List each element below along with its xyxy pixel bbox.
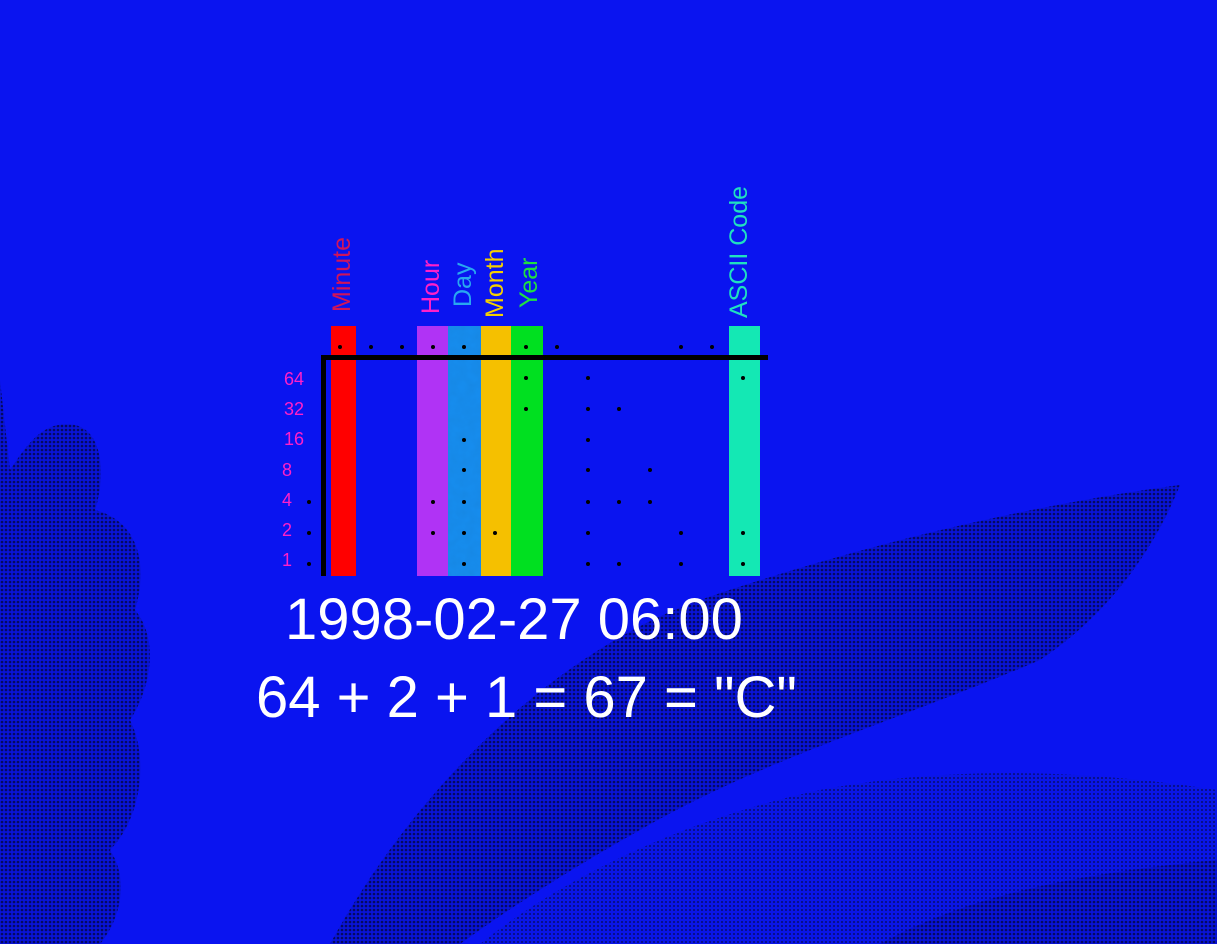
bit-weight-label: 8 (281, 460, 292, 480)
bit-dot (524, 345, 528, 349)
bit-dot (307, 500, 311, 504)
left-axis-line (321, 355, 326, 576)
hour-bar (417, 326, 448, 576)
bit-dot (307, 562, 311, 566)
bit-dot (679, 562, 683, 566)
bit-dot (648, 468, 652, 472)
equation-text: 64 + 2 + 1 = 67 = "C" (256, 665, 798, 730)
bit-dot (431, 345, 435, 349)
bit-weight-label: 1 (281, 550, 292, 570)
bit-weight-label: 64 (283, 369, 304, 389)
bit-dot (369, 345, 373, 349)
day-bar (448, 326, 481, 576)
timestamp-text: 1998-02-27 06:00 (285, 587, 743, 652)
header-line (321, 355, 768, 360)
bit-dot (679, 531, 683, 535)
bit-dot (586, 500, 590, 504)
bit-dot (462, 438, 466, 442)
bit-dot (586, 468, 590, 472)
bit-dots (307, 345, 745, 566)
bit-weight-label: 4 (281, 490, 292, 510)
bit-dot (524, 407, 528, 411)
bit-dot (555, 345, 559, 349)
bit-dot (462, 345, 466, 349)
bit-dot (741, 562, 745, 566)
bit-dot (586, 376, 590, 380)
bit-dot (431, 500, 435, 504)
month-bar (481, 326, 511, 576)
flower-petal-shape (330, 485, 1180, 944)
bit-dot (710, 345, 714, 349)
bit-dot (586, 438, 590, 442)
bit-dot (617, 407, 621, 411)
bit-dot (400, 345, 404, 349)
bit-dot (617, 500, 621, 504)
bit-weight-label: 2 (281, 520, 292, 540)
bit-dot (679, 345, 683, 349)
bit-dot (524, 376, 528, 380)
bit-dot (338, 345, 342, 349)
flower-petal-shape (880, 860, 1217, 944)
flower-bud-shape (0, 380, 150, 944)
bit-weight-label: 16 (283, 429, 304, 449)
bit-dot (462, 531, 466, 535)
bit-dot (493, 531, 497, 535)
bit-dot (586, 562, 590, 566)
bit-dot (617, 562, 621, 566)
bit-dot (648, 500, 652, 504)
bit-dot (586, 531, 590, 535)
bit-dot (307, 531, 311, 535)
bit-dot (431, 531, 435, 535)
bit-dot (586, 407, 590, 411)
bit-dot (462, 500, 466, 504)
ascii-code-bar (729, 326, 760, 576)
bit-dot (462, 562, 466, 566)
minute-bar (331, 326, 356, 576)
bit-dot (462, 468, 466, 472)
year-bar (511, 326, 543, 576)
bit-dot (741, 531, 745, 535)
bit-weight-label: 32 (283, 399, 304, 419)
bit-dot (741, 376, 745, 380)
